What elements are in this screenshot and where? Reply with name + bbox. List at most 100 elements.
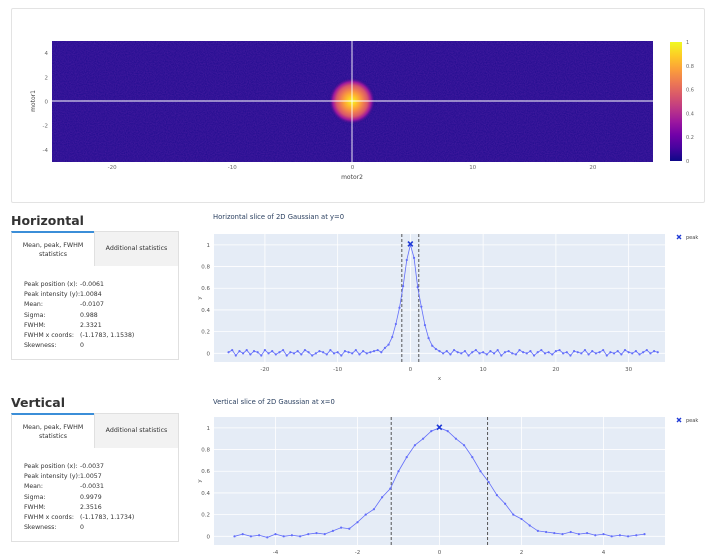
legend-peak-label[interactable]: peak [686,418,698,424]
stat-label: Peak intensity (y): [24,290,81,298]
y-tick-label: 0.4 [201,308,210,314]
data-point [525,352,528,355]
horizontal-chart-title: Horizontal slice of 2D Gaussian at y=0 [213,213,345,221]
data-point [423,324,427,327]
data-point [587,353,590,356]
stat-label: FWHM x coords: [24,332,74,340]
data-point [391,335,394,339]
colorbar-tick: 1 [686,40,689,46]
stat-row: Sigma: 0.9979 [24,492,134,502]
stat-value: -0.0107 [80,301,104,309]
plot-area [214,234,665,362]
data-point [463,350,467,353]
peak-marker[interactable] [407,240,414,247]
data-point [290,534,293,537]
horizontal-section-title: Horizontal [11,213,84,228]
data-point [449,353,452,356]
stat-label: Peak position (x): [24,462,78,470]
data-point [234,354,237,357]
stat-label: Mean: [24,301,43,309]
data-point [300,353,303,356]
data-point [643,533,646,536]
stat-label: FWHM: [24,321,46,329]
data-point [580,352,583,355]
data-point [631,352,634,355]
tab-mean-peak-fwhm[interactable]: Mean, peak, FWHM statistics [11,413,95,449]
stat-row: Peak position (x): -0.0037 [24,461,134,471]
peak-marker[interactable] [436,424,443,431]
data-point [231,348,234,352]
data-point [413,444,416,447]
stat-label: Peak intensity (y): [24,472,81,480]
data-point [504,502,507,505]
data-point [336,351,339,354]
data-point [271,350,274,353]
data-point [518,348,521,352]
tab-additional-statistics[interactable]: Additional statistics [94,231,179,267]
heatmap-y-tick: -2 [43,124,48,130]
data-point [227,351,230,354]
data-point [645,348,648,352]
data-point [522,351,525,354]
stat-value: (-1.1783, 1.1734) [80,514,135,522]
stat-label: Skewness: [24,524,57,532]
data-point [430,430,433,433]
horizontal-slice-chart[interactable]: -20 -10 0 10 20 30 0 0.2 0.4 0.6 0.8 1 x y peak [195,224,705,384]
stat-row: Peak intensity (y): 1.0084 [24,289,134,299]
data-point [311,354,314,357]
data-point [474,348,477,352]
data-point [652,350,656,353]
data-point [372,508,375,511]
data-point [562,352,565,355]
data-point [656,351,659,354]
data-point [634,350,638,353]
data-point [485,353,488,356]
colorbar-tick: 0.6 [686,88,694,94]
legend-peak-icon [676,417,682,423]
data-point [292,352,296,355]
data-point [492,352,496,355]
legend-peak-label[interactable]: peak [686,235,698,241]
data-point [572,350,576,353]
data-point [454,437,457,440]
heatmap-x-tick: 10 [469,165,476,171]
data-point [299,535,302,538]
data-point [569,530,572,534]
data-point [489,350,492,353]
y-tick-label: 0.2 [201,330,210,336]
tab-additional-statistics[interactable]: Additional statistics [94,413,179,449]
data-point [245,348,248,352]
stat-row: Mean: -0.0107 [24,300,134,310]
vertical-stats-table: Peak position (x): -0.0037 Peak intensity… [24,461,134,533]
data-point [610,535,613,538]
stat-value: 0.9979 [80,493,102,501]
data-point [511,352,514,355]
data-point [303,348,307,352]
x-tick-label: 10 [480,367,487,373]
data-point [467,354,470,357]
data-point [397,470,400,473]
data-point [514,353,517,356]
data-point [609,351,612,354]
data-point [343,350,347,353]
x-tick-label: 0 [438,550,442,556]
y-tick-label: 1 [207,243,211,249]
data-point [620,353,623,356]
data-point [267,352,270,355]
data-point [577,533,580,536]
x-tick-label: 30 [625,367,632,373]
data-point [420,305,423,308]
x-tick-label: -2 [355,550,360,556]
heatmap-xlabel: motor2 [341,174,363,181]
data-point [376,348,379,352]
heatmap-chart[interactable]: -20 -10 0 10 20 420-2-4 motor2 motor1 10.80.… [12,9,704,202]
heatmap-y-tick: 0 [45,100,49,106]
data-point [496,348,499,352]
stat-value: -0.0037 [80,462,104,470]
stat-row: Sigma: 0.988 [24,310,134,320]
data-point [422,437,425,440]
tab-mean-peak-fwhm[interactable]: Mean, peak, FWHM statistics [11,231,95,267]
data-point [249,535,252,538]
x-tick-label: -10 [333,367,342,373]
